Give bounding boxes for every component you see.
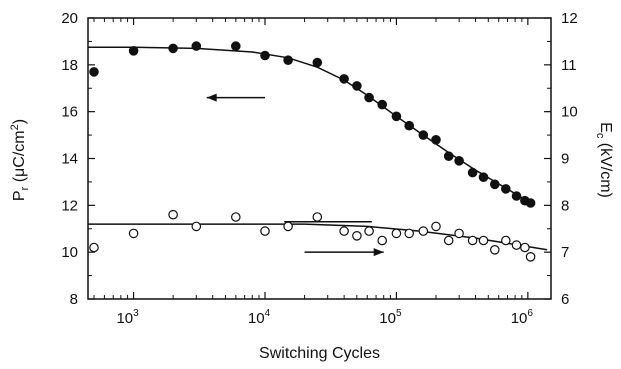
x-axis-label: Switching Cycles [259, 345, 380, 362]
series-0-point-11 [377, 99, 387, 110]
y-axis-label-right: Ec (kV/cm) [594, 122, 614, 198]
series-0-point-12 [391, 111, 402, 122]
series-1-point-4 [231, 212, 241, 222]
axis-ticks: 103 104 105 106 8 10 12 14 16 18 20 6 7 8 9 10 11 12 [61, 10, 577, 327]
series-1-point-19 [478, 235, 489, 246]
series-0-point-8 [339, 74, 349, 84]
series-1-point-12 [391, 228, 402, 239]
series-1-point-16 [443, 235, 454, 246]
y-left-tick-label-0: 8 [70, 291, 78, 308]
y-right-tick-label-0: 6 [561, 291, 569, 308]
series-1-point-2 [168, 209, 178, 220]
series-1-point-1 [128, 228, 139, 239]
series-0-point-20 [489, 179, 500, 190]
series-1-point-13 [404, 228, 414, 239]
right-axis-label-group: Ec (kV/cm) [594, 122, 614, 198]
series-1-point-6 [283, 221, 293, 232]
x-tick-label-0: 103 [116, 308, 139, 327]
arrow-0-head [206, 93, 217, 102]
series-1-point-11 [377, 235, 387, 246]
x-tick-label-exponent-1: 4 [265, 308, 271, 319]
series-0-point-3 [191, 41, 202, 51]
series-0-point-14 [418, 130, 429, 140]
series-0-point-13 [404, 120, 414, 131]
fit-curve-1 [88, 223, 548, 251]
x-tick-label-3: 106 [511, 308, 534, 327]
y-left-tick-label-1: 10 [61, 244, 78, 261]
series-0-point-22 [511, 191, 522, 201]
series-0-point-5 [260, 50, 270, 61]
series-1-point-10 [364, 226, 374, 236]
series-0-point-19 [478, 172, 489, 182]
series-1-point-5 [260, 226, 270, 236]
series-1-point-9 [352, 231, 362, 241]
y-right-tick-label-1: 7 [561, 244, 569, 261]
x-tick-label-exponent-0: 3 [133, 308, 139, 319]
y-right-tick-label-5: 11 [561, 57, 577, 74]
x-tick-label-1: 104 [248, 308, 271, 327]
y-right-tick-label-3: 9 [561, 151, 569, 168]
series-0-point-2 [168, 43, 178, 54]
series-1-point-21 [500, 235, 511, 246]
series-1-point-14 [418, 226, 429, 236]
series-1-point-7 [312, 212, 323, 222]
series-0-point-6 [283, 55, 293, 65]
left-axis-label-group: Pr (μC/cm2) [9, 119, 31, 201]
y-left-tick-label-2: 12 [61, 197, 78, 214]
fit-curve-0 [88, 46, 531, 204]
y-left-tick-label-4: 16 [61, 104, 78, 121]
series-1-point-22 [511, 240, 522, 250]
y-axis-label-left: Pr (μC/cm2) [9, 119, 31, 201]
series-0-point-24 [525, 198, 536, 208]
y-left-tick-label-5: 18 [61, 57, 78, 74]
series-1-point-17 [454, 228, 464, 239]
x-tick-label-2: 105 [379, 308, 402, 327]
series-0-point-21 [500, 184, 511, 194]
series-0-point-16 [443, 151, 454, 161]
series-1-point-0 [89, 242, 99, 253]
series-1-point-23 [520, 242, 530, 253]
series-1-point-18 [467, 235, 478, 246]
series-1-point-15 [431, 221, 441, 232]
series-0-point-9 [352, 81, 362, 91]
series-0-point-1 [128, 45, 139, 56]
series-0-point-18 [467, 167, 478, 178]
series-1-point-20 [489, 245, 500, 255]
series-1-point-24 [525, 251, 536, 262]
y-right-tick-label-4: 10 [561, 104, 578, 121]
series-1-point-8 [339, 226, 349, 236]
series-0-point-15 [431, 135, 441, 145]
y-left-tick-label-6: 20 [61, 10, 78, 27]
chart-marks [88, 41, 548, 262]
y-right-tick-label-6: 12 [561, 10, 578, 27]
y-left-tick-label-3: 14 [61, 151, 78, 168]
series-1-point-3 [191, 221, 202, 232]
series-0-point-17 [454, 156, 464, 166]
series-0-point-0 [89, 67, 99, 77]
x-tick-label-exponent-3: 6 [527, 308, 533, 319]
series-0-point-10 [364, 92, 374, 103]
arrow-1-head [373, 248, 384, 257]
series-0-point-4 [231, 41, 241, 51]
y-right-tick-label-2: 8 [561, 197, 569, 214]
x-tick-label-exponent-2: 5 [396, 308, 402, 319]
series-0-point-7 [312, 57, 323, 68]
